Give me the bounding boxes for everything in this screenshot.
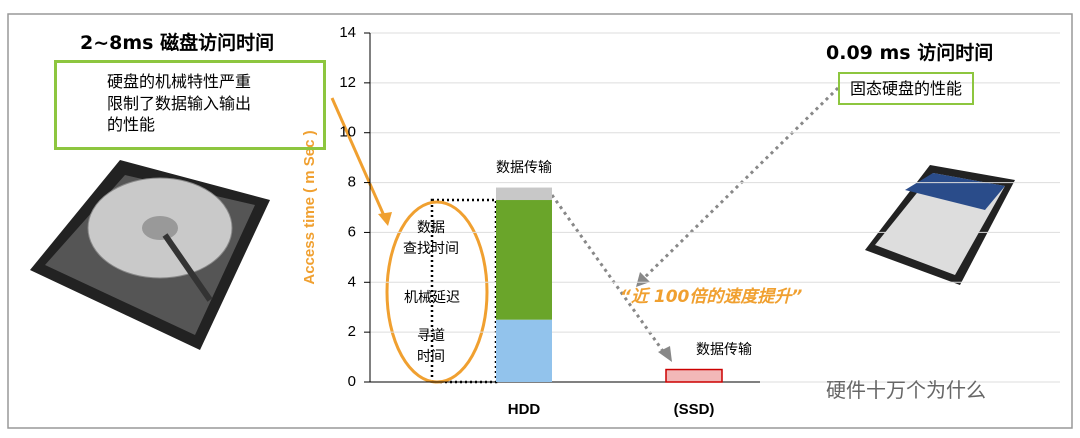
y-tick-label: 10 <box>339 124 356 141</box>
bar-segment <box>496 187 552 201</box>
hdd-title: 2~8ms 磁盘访问时间 <box>80 32 275 54</box>
y-tick-label: 14 <box>339 24 356 41</box>
series-label: 寻道 时间 <box>417 328 445 365</box>
ssd-note: 固态硬盘的性能 <box>838 72 975 106</box>
y-tick-label: 8 <box>348 174 356 191</box>
series-label: 数据传输 <box>696 342 752 358</box>
arrowhead <box>658 346 672 362</box>
arrow <box>550 194 667 355</box>
arrowhead <box>378 212 392 226</box>
arrowhead <box>636 272 650 287</box>
lookup-label: 数据 查找时间 <box>403 220 459 257</box>
hdd-note: 硬盘的机械特性严重 限制了数据输入输出 的性能 <box>54 60 326 150</box>
y-tick-label: 2 <box>348 323 356 340</box>
bar-segment <box>665 368 723 383</box>
plot: 0 2 4 6 8 10 12 14 Access time ( m Sec ) HDD (SSD) <box>301 24 1060 418</box>
x-tick-label: HDD <box>508 401 541 418</box>
bar-segment <box>496 319 552 382</box>
x-tick-label: (SSD) <box>674 401 715 418</box>
series-label: 数据传输 <box>496 160 552 176</box>
arrow <box>330 97 387 219</box>
series-label: 机械延迟 <box>404 290 460 306</box>
y-tick-label: 6 <box>348 223 356 240</box>
bar-segment <box>496 200 552 320</box>
speedup: “近 100倍的速度提升” <box>620 287 803 307</box>
watermark: 硬件十万个为什么 <box>826 378 986 402</box>
y-tick-label: 12 <box>339 74 356 91</box>
hdd-image <box>30 160 270 350</box>
frame <box>7 13 1073 429</box>
y-tick-label: 4 <box>348 273 356 290</box>
arrow <box>640 86 840 282</box>
ssd-title: 0.09 ms 访问时间 <box>826 42 994 64</box>
y-tick-label: 0 <box>348 373 356 390</box>
y-axis-label: Access time ( m Sec ) <box>301 130 318 284</box>
